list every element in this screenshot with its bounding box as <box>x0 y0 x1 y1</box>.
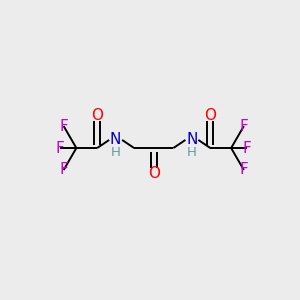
Text: F: F <box>59 118 68 134</box>
Text: H: H <box>187 146 197 159</box>
Text: O: O <box>91 108 103 123</box>
Text: F: F <box>59 163 68 178</box>
Text: F: F <box>243 140 252 155</box>
Text: N: N <box>110 132 121 147</box>
Text: F: F <box>239 163 248 178</box>
Text: F: F <box>56 140 64 155</box>
Text: F: F <box>239 118 248 134</box>
Text: O: O <box>148 166 160 181</box>
Text: O: O <box>204 108 216 123</box>
Text: H: H <box>111 146 121 159</box>
Text: N: N <box>186 132 198 147</box>
